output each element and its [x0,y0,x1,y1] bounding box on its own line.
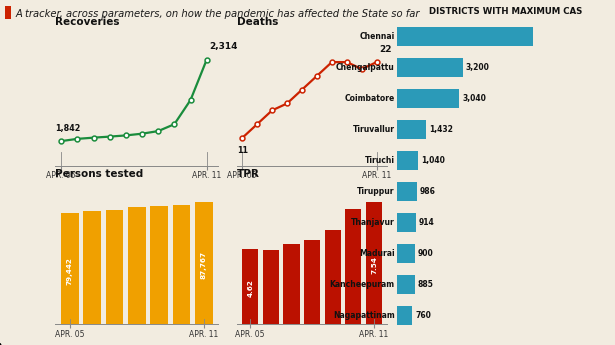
Text: Thanjavur: Thanjavur [351,218,395,227]
Text: 87,767: 87,767 [201,252,207,279]
Text: A tracker, across parameters, on how the pandemic has affected the State so far: A tracker, across parameters, on how the… [15,9,420,19]
Text: Kancheepuram: Kancheepuram [330,280,395,289]
Text: 11: 11 [237,146,248,155]
Bar [397,58,462,77]
Text: 3,040: 3,040 [462,94,486,103]
Bar [173,205,190,324]
Text: 79,442: 79,442 [67,257,73,285]
Bar [106,209,123,324]
Text: Chennai: Chennai [359,32,395,41]
Bar [397,182,417,201]
Bar [397,120,426,139]
Text: Persons tested: Persons tested [55,169,143,179]
Text: Tiruppur: Tiruppur [357,187,395,196]
Text: Chengalpattu: Chengalpattu [336,63,395,72]
Bar [284,245,300,324]
Bar [397,27,533,46]
Bar [397,213,416,232]
Text: 4.62: 4.62 [247,279,253,297]
Bar [242,249,258,324]
Text: 1,842: 1,842 [55,124,81,133]
Bar [325,230,341,324]
Bar [84,211,101,324]
Text: 986: 986 [419,187,435,196]
Text: Deaths: Deaths [237,17,278,27]
Bar [128,207,146,324]
Text: 760: 760 [415,311,431,320]
Text: Recoveries: Recoveries [55,17,120,27]
Text: 3,200: 3,200 [466,63,490,72]
Bar [397,89,459,108]
Bar [151,206,168,324]
Bar [397,151,418,170]
Bar [397,306,412,325]
Text: Tiruchi: Tiruchi [365,156,395,165]
Bar [346,209,362,324]
Text: 22: 22 [379,45,392,54]
Text: TPR: TPR [237,169,260,179]
Bar [397,244,415,263]
Title: DISTRICTS WITH MAXIMUM CAS: DISTRICTS WITH MAXIMUM CAS [429,7,582,16]
Text: Coimbatore: Coimbatore [344,94,395,103]
Bar [304,240,320,324]
Bar [61,213,79,324]
Text: 1,432: 1,432 [429,125,453,134]
Text: 900: 900 [418,249,434,258]
Text: 1,040: 1,040 [421,156,445,165]
Bar [195,201,213,324]
Bar [366,201,382,324]
Bar [397,275,415,294]
Text: 914: 914 [418,218,434,227]
Bar [263,250,279,324]
Text: 885: 885 [418,280,434,289]
Text: Tiruvallur: Tiruvallur [352,125,395,134]
Text: Nagapattinam: Nagapattinam [333,311,395,320]
Text: 7.54: 7.54 [371,256,377,274]
Text: 2,314: 2,314 [210,42,238,51]
Text: Madurai: Madurai [359,249,395,258]
